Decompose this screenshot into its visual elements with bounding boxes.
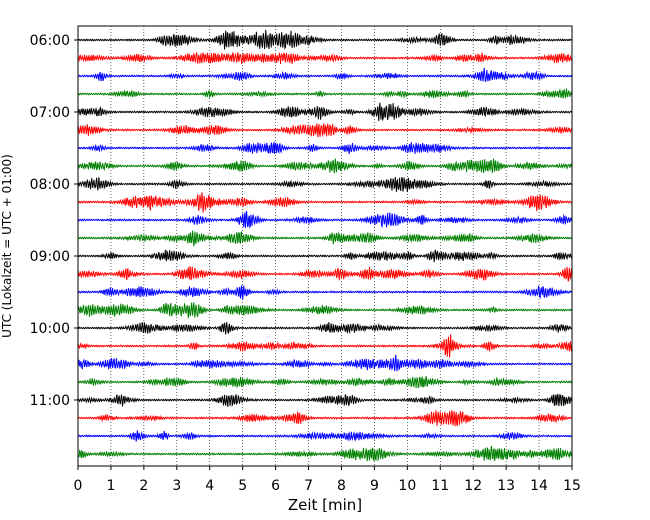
seismogram-trace [77,354,573,372]
x-tick-label: 3 [172,478,181,494]
seismogram-trace [77,140,573,155]
x-tick-label: 14 [530,478,548,494]
seismogram-trace [77,393,573,408]
seismogram-trace [77,52,573,64]
seismogram-trace [77,285,573,300]
y-tick-label: 06:00 [30,33,70,49]
seismogram-trace [77,445,573,462]
y-tick-label: 09:00 [30,249,70,265]
y-tick-label: 11:00 [30,393,70,409]
traces [77,29,573,462]
x-tick-label: 15 [563,478,581,494]
seismogram-trace [77,266,573,282]
seismogram-trace [77,430,573,442]
seismogram-trace [77,375,573,389]
seismogram-trace [77,230,573,247]
x-tick-label: 2 [139,478,148,494]
x-tick-label: 9 [370,478,379,494]
seismogram-trace [77,123,573,138]
seismogram-trace [77,29,573,50]
seismogram-trace [77,249,573,263]
y-axis-label: UTC (Lokalzeit = UTC + 01:00) [0,154,14,338]
seismogram-trace [77,322,573,335]
x-tick-label: 7 [304,478,313,494]
seismogram-trace [77,334,573,358]
seismogram-trace [77,158,573,174]
y-tick-label: 08:00 [30,177,70,193]
seismogram-trace [77,302,573,319]
seismogram-trace [77,176,573,193]
grid [110,26,540,466]
x-tick-label: 4 [205,478,214,494]
x-tick-label: 5 [238,478,247,494]
seismogram-trace [77,211,573,229]
x-tick-label: 13 [497,478,515,494]
seismogram-trace [77,192,573,213]
x-tick-label: 6 [271,478,280,494]
x-axis-label: Zeit [min] [288,496,362,514]
x-axis: 0 1 2 3 4 5 6 7 8 9 10 11 12 13 14 15 [74,466,581,494]
y-tick-label: 07:00 [30,105,70,121]
plot-frame [77,25,573,467]
x-tick-label: 10 [398,478,416,494]
seismogram-trace [77,67,573,83]
seismogram-trace [77,88,573,100]
seismogram-trace [77,410,573,427]
x-tick-label: 8 [337,478,346,494]
x-tick-label: 12 [464,478,482,494]
y-tick-label: 10:00 [30,321,70,337]
x-tick-label: 1 [106,478,115,494]
seismogram-trace [77,102,573,122]
x-tick-label: 0 [74,478,83,494]
y-axis: 06:00 07:00 08:00 09:00 10:00 11:00 [30,33,78,409]
x-tick-label: 11 [431,478,449,494]
